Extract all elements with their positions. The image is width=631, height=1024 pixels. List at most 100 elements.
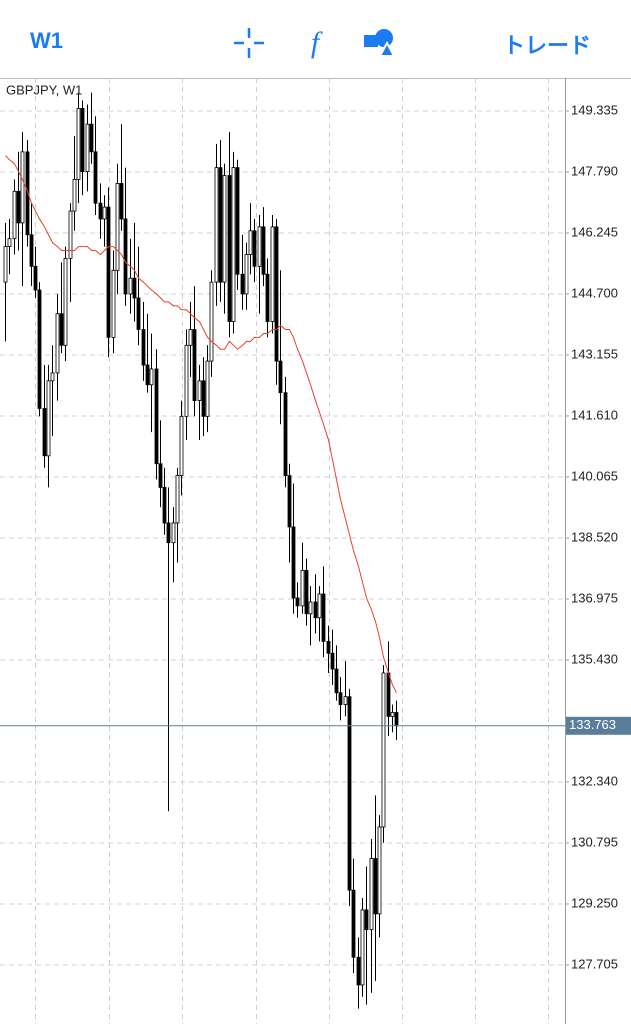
current-price-box <box>566 716 631 735</box>
candle-body <box>68 210 73 259</box>
candle-body <box>360 909 365 986</box>
toolbar: W1 f トレード <box>0 0 631 78</box>
objects-icon <box>364 29 396 57</box>
candle-body <box>381 672 386 828</box>
objects-button[interactable] <box>362 26 398 60</box>
candle-body <box>55 313 60 374</box>
candle-body <box>33 265 38 291</box>
candle-body <box>222 175 227 283</box>
candle-body <box>334 668 339 694</box>
candle-body <box>373 858 378 915</box>
y-tick-label: 136.975 <box>571 590 618 605</box>
candle-body <box>351 889 356 958</box>
candle-body <box>390 712 395 717</box>
candle-body <box>330 652 335 670</box>
candle-body <box>132 277 137 299</box>
candle-body <box>291 526 296 599</box>
candle-body <box>231 167 236 323</box>
crosshair-button[interactable] <box>232 26 266 60</box>
candle-body <box>308 601 313 615</box>
y-tick-label: 135.430 <box>571 651 618 666</box>
candle-body <box>98 202 103 220</box>
y-tick-label: 143.155 <box>571 346 618 361</box>
candle-body <box>59 313 64 346</box>
candle-body <box>227 175 232 323</box>
candle-body <box>25 151 30 236</box>
candle-body <box>369 858 374 931</box>
candle-body <box>240 273 245 295</box>
y-tick-label: 149.335 <box>571 102 618 117</box>
candle-body <box>115 183 120 271</box>
price-grid <box>0 110 569 966</box>
candle-body <box>63 258 68 346</box>
candle-body <box>85 123 90 172</box>
candles <box>3 92 399 1009</box>
candle-body <box>321 593 326 642</box>
candle-body <box>317 593 322 619</box>
candle-body <box>270 226 275 323</box>
y-tick-label: 130.795 <box>571 834 618 849</box>
candle-body <box>106 206 111 338</box>
candle-body <box>356 956 361 986</box>
candle-body <box>123 218 128 295</box>
candle-body <box>205 360 210 417</box>
candle-body <box>244 254 249 295</box>
candle-body <box>76 108 81 180</box>
candle-body <box>166 522 171 544</box>
candle-body <box>46 380 51 457</box>
candle-body <box>102 206 107 220</box>
timeframe-button[interactable]: W1 <box>30 28 63 53</box>
candle-body <box>218 167 223 283</box>
candle-body <box>304 569 309 615</box>
y-tick-label: 138.520 <box>571 529 618 544</box>
candle-body <box>192 329 197 401</box>
candle-body <box>343 696 348 705</box>
candle-body <box>394 712 399 727</box>
candle-body <box>171 522 176 544</box>
candle-body <box>265 273 270 323</box>
candle-body <box>261 226 266 275</box>
crosshair-icon <box>234 28 264 58</box>
candle-body <box>257 226 262 267</box>
candle-body <box>326 641 331 654</box>
y-tick-label: 147.790 <box>571 163 618 178</box>
candle-body <box>252 230 257 267</box>
candle-body <box>274 226 279 362</box>
candle-body <box>235 167 240 275</box>
candle-body <box>149 368 154 386</box>
candle-body <box>145 364 150 386</box>
candle-body <box>175 475 180 524</box>
candle-body <box>20 151 25 224</box>
candle-body <box>50 372 55 382</box>
time-grid <box>35 78 549 1024</box>
candle-body <box>128 277 133 295</box>
candle-body <box>136 297 141 330</box>
current-price-label: 133.763 <box>569 717 616 732</box>
candle-body <box>80 108 85 172</box>
trade-button[interactable]: トレード <box>503 33 592 58</box>
candle-body <box>184 344 189 417</box>
y-tick-label: 129.250 <box>571 895 618 910</box>
candle-body <box>111 269 116 338</box>
price-labels: 149.335 147.790 146.245 144.700 143.155 141.6… <box>0 102 631 971</box>
candle-body <box>248 230 253 255</box>
candle-body <box>89 123 94 153</box>
candle-body <box>12 190 17 240</box>
indicators-button[interactable]: f <box>300 24 330 62</box>
candle-body <box>313 601 318 619</box>
candle-body <box>3 246 8 283</box>
candle-body <box>188 329 193 346</box>
candle-body <box>386 672 391 717</box>
y-tick-label: 132.340 <box>571 773 618 788</box>
candle-body <box>278 360 283 394</box>
y-tick-label: 146.245 <box>571 224 618 239</box>
candle-body <box>7 238 12 247</box>
candle-body <box>209 281 214 362</box>
candle-body <box>338 692 343 705</box>
y-tick-label: 127.705 <box>571 956 618 971</box>
moving-average <box>5 155 397 693</box>
candle-body <box>119 183 124 220</box>
candle-body <box>300 569 305 607</box>
